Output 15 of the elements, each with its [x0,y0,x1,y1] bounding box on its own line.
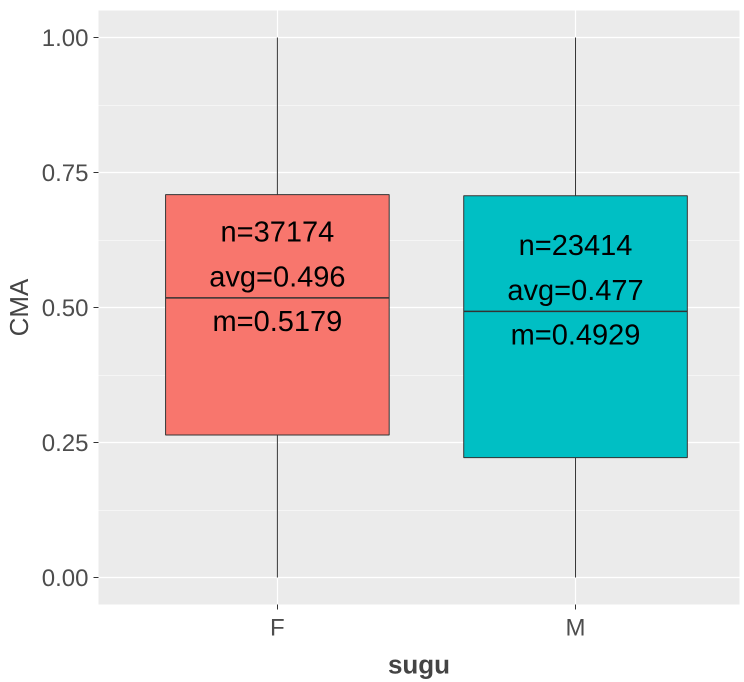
y-tick-label: 0.25 [42,430,89,457]
y-tick-label: 1.00 [42,25,89,52]
annotation: avg=0.477 [507,274,644,307]
annotation: avg=0.496 [209,261,346,294]
x-tick-label: F [270,614,285,642]
y-tick-label: 0.00 [42,565,89,592]
y-tick-label: 0.75 [42,160,89,187]
annotation: n=23414 [518,230,632,262]
annotation: m=0.4929 [510,320,640,352]
y-tick-label: 0.50 [42,295,89,322]
annotation: m=0.5179 [212,306,342,338]
y-axis-title: CMA [4,278,34,336]
x-axis-title: sugu [388,650,450,680]
x-tick-label: M [566,614,586,642]
annotation: n=37174 [220,216,334,248]
